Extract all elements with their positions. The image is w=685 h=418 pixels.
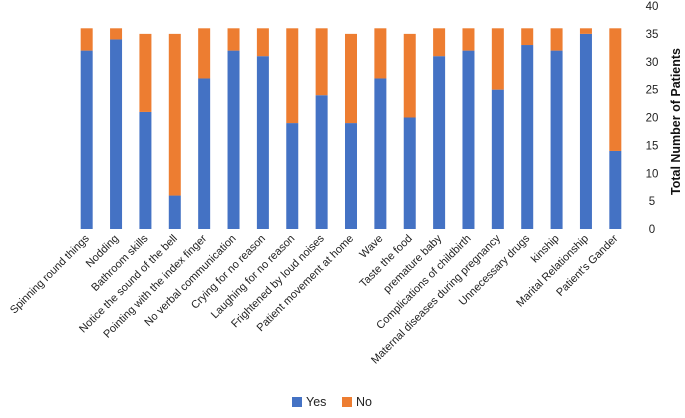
bar-yes-spinning-round-things [80,50,93,229]
bar-yes-laughing-for-no-reason [286,123,299,229]
y-tick-label: 5 [649,196,655,208]
bar-yes-maternal-diseases-during-pregnancy [491,89,504,230]
bar-no-wave [374,28,387,79]
bar-no-pointing-with-the-index-finger [198,28,211,79]
bar-yes-nodding [110,39,123,230]
bar-no-spinning-round-things [80,28,93,51]
bar-no-maternal-diseases-during-pregnancy [491,28,504,90]
bar-yes-wave [374,78,387,229]
legend-swatch-yes [292,397,302,407]
bar-yes-notice-the-sound-of-the-bell [168,195,181,229]
y-tick-label: 25 [646,85,659,97]
bar-yes-no-verbal-communication [227,50,240,229]
y-tick-label: 30 [646,57,659,69]
bar-yes-premature-baby [433,56,446,229]
bar-yes-marital-relationship [579,33,592,230]
bar-no-patient-s-gander [609,28,622,151]
bar-yes-patient-movement-at-home [345,123,357,229]
bar-yes-pointing-with-the-index-finger [198,78,211,229]
y-tick-label: 0 [649,224,655,236]
y-tick-label: 35 [646,29,659,41]
y-tick-label: 15 [646,140,659,152]
bar-no-notice-the-sound-of-the-bell [168,33,181,196]
y-axis-title: Total Number of Patients [669,48,683,195]
bar-yes-kinship [550,50,563,229]
bar-yes-unnecessary-drugs [521,45,534,229]
legend-label-yes: Yes [306,395,326,409]
bar-yes-crying-for-no-reason [256,56,269,229]
bar-no-laughing-for-no-reason [286,28,299,124]
bar-no-bathroom-skills [139,33,152,112]
y-tick-label: 10 [646,168,659,180]
bar-yes-bathroom-skills [139,111,152,229]
bar-yes-patient-s-gander [609,150,622,229]
bar-yes-complications-of-childbirth [462,50,475,229]
bar-no-taste-the-food [403,33,416,118]
bar-no-frightened-by-loud-noises [315,28,328,96]
bar-no-crying-for-no-reason [256,28,269,57]
legend-label-no: No [356,395,372,409]
legend: Yes No [292,395,372,409]
bar-no-nodding [110,28,123,40]
bar-yes-taste-the-food [403,117,416,229]
bar-no-kinship [550,28,563,51]
bar-yes-frightened-by-loud-noises [315,95,328,229]
bar-no-marital-relationship [579,28,592,34]
y-axis: 0 5 10 15 20 25 30 35 40 [646,1,659,236]
bar-no-unnecessary-drugs [521,28,534,46]
bar-no-complications-of-childbirth [462,28,475,51]
legend-swatch-no [342,397,352,407]
bar-no-premature-baby [433,28,446,57]
bar-no-no-verbal-communication [227,28,240,51]
bar-no-patient-movement-at-home [345,33,357,124]
x-tick-label: Spinning round things [8,232,92,316]
y-tick-label: 40 [646,1,659,13]
bars-group [80,28,622,230]
y-tick-label: 20 [646,113,659,125]
